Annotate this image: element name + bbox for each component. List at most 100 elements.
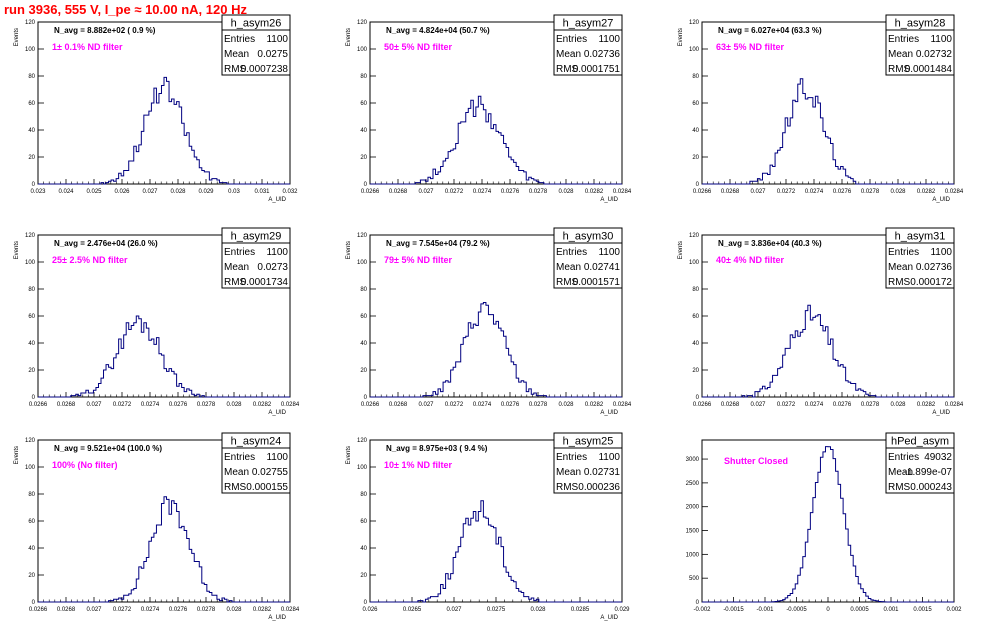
x-tick-label: -0.001 (756, 607, 774, 613)
histogram-panel-h_asym30: 0.0266 0.0268 0.027 0.0272 0.0274 0.0276 0.027… (346, 227, 632, 416)
histogram-panel-h_asym31: 0.0266 0.0268 0.027 0.0272 0.0274 0.0276 0.027… (678, 227, 964, 416)
x-tick-label: 0.0282 (917, 402, 936, 408)
y-tick-label: 0 (696, 600, 700, 606)
stats-value: 0.02736 (584, 49, 621, 60)
stats-key: Entries (224, 247, 255, 258)
x-tick-label: 0.028 (558, 402, 574, 408)
n-avg-label: N_avg = 8.882e+02 ( 0.9 %) (54, 26, 156, 35)
stats-value: 0.0007238 (241, 64, 289, 75)
stats-value: 0.000155 (246, 482, 288, 493)
x-tick-label: 0.002 (946, 607, 962, 613)
x-tick-label: 0.028 (226, 402, 242, 408)
y-tick-label: 20 (28, 155, 35, 161)
y-tick-label: 60 (28, 519, 35, 525)
y-tick-label: 100 (25, 465, 36, 471)
stats-value: 1100 (930, 247, 952, 258)
stats-key: RMS (888, 482, 911, 493)
x-tick-label: 0.0284 (945, 189, 964, 195)
histogram-panel-h_asym26: 0.023 0.024 0.025 0.026 0.027 0.028 0.029 0.03 0… (14, 14, 298, 203)
stats-key: Mean (556, 262, 581, 273)
stats-key: Mean (224, 49, 249, 60)
y-tick-label: 100 (25, 47, 36, 53)
filter-note: Shutter Closed (724, 456, 788, 466)
x-axis-label: A_UID (600, 615, 618, 621)
x-tick-label: 0.029 (198, 189, 214, 195)
histogram-panel-h_asym28: 0.0266 0.0268 0.027 0.0272 0.0274 0.0276 0.027… (678, 14, 964, 203)
x-tick-label: 0.0266 (693, 189, 712, 195)
stats-title: h_asym28 (895, 18, 946, 30)
y-tick-label: 20 (28, 368, 35, 374)
y-tick-label: 120 (25, 233, 36, 239)
stats-title: h_asym25 (563, 436, 614, 448)
y-tick-label: 40 (28, 341, 35, 347)
stats-title: h_asym27 (563, 18, 614, 30)
stats-key: Entries (556, 247, 587, 258)
x-tick-label: 0.0282 (585, 189, 604, 195)
stats-value: 0.02731 (584, 467, 621, 478)
x-axis-label: A_UID (600, 410, 618, 416)
y-tick-label: 60 (360, 519, 367, 525)
x-tick-label: 0.0274 (473, 402, 492, 408)
stats-value: 0.0001571 (573, 277, 621, 288)
x-tick-label: 0.027 (142, 189, 158, 195)
y-tick-label: 40 (360, 128, 367, 134)
y-tick-label: 100 (357, 465, 368, 471)
filter-note: 10± 1% ND filter (384, 460, 452, 470)
x-tick-label: 0.0274 (473, 189, 492, 195)
x-tick-label: 0.032 (282, 189, 298, 195)
filter-note: 50± 5% ND filter (384, 42, 452, 52)
stats-title: h_asym30 (563, 231, 614, 243)
y-tick-label: 2000 (686, 505, 700, 511)
y-axis-label: Events (14, 28, 20, 46)
y-tick-label: 40 (360, 546, 367, 552)
x-tick-label: 0.0265 (403, 607, 422, 613)
stats-value: 0.000243 (910, 482, 952, 493)
x-tick-label: 0.0278 (529, 189, 548, 195)
stats-box (553, 29, 623, 76)
histogram-line (702, 304, 954, 398)
y-tick-label: 80 (360, 492, 367, 498)
histogram-line (702, 446, 954, 603)
x-axis-label: A_UID (268, 410, 286, 416)
y-tick-label: 3000 (686, 457, 700, 463)
x-tick-label: 0.0276 (833, 189, 852, 195)
y-tick-label: 80 (28, 287, 35, 293)
stats-key: RMS (556, 277, 579, 288)
x-tick-label: 0.0015 (913, 607, 932, 613)
stats-value: 0.02755 (252, 467, 289, 478)
x-tick-label: 0.0272 (113, 402, 132, 408)
stats-value: 0.0001484 (905, 64, 953, 75)
x-tick-label: 0.0278 (197, 402, 216, 408)
filter-note: 63± 5% ND filter (716, 42, 784, 52)
x-tick-label: 0.0282 (917, 189, 936, 195)
stats-value: 1100 (266, 34, 288, 45)
y-tick-label: 20 (360, 155, 367, 161)
y-axis-label: Events (346, 28, 352, 46)
histogram-panel-h_asym24: 0.0266 0.0268 0.027 0.0272 0.0274 0.0276 0.027… (14, 432, 300, 621)
y-tick-label: 120 (689, 233, 700, 239)
y-tick-label: 40 (28, 128, 35, 134)
stats-title: hPed_asym (891, 436, 949, 448)
stats-key: Mean (556, 49, 581, 60)
x-tick-label: 0.0278 (529, 402, 548, 408)
x-tick-label: 0.0278 (861, 402, 880, 408)
n-avg-label: N_avg = 9.521e+04 (100.0 %) (54, 444, 162, 453)
histogram-line (370, 500, 622, 603)
stats-value: 1100 (266, 452, 288, 463)
x-tick-label: 0.026 (114, 189, 130, 195)
stats-value: 0.02736 (916, 262, 953, 273)
y-tick-label: 100 (25, 260, 36, 266)
stats-value: 1100 (598, 34, 620, 45)
y-tick-label: 100 (357, 260, 368, 266)
x-axis-label: A_UID (600, 197, 618, 203)
x-tick-label: 0.0266 (29, 607, 48, 613)
x-tick-label: 0.028 (170, 189, 186, 195)
x-tick-label: 0.0268 (57, 402, 76, 408)
y-tick-label: 120 (689, 20, 700, 26)
x-tick-label: 0.0284 (613, 189, 632, 195)
x-tick-label: 0.023 (30, 189, 46, 195)
x-tick-label: 0.0272 (777, 189, 796, 195)
histogram-line (370, 95, 622, 185)
x-tick-label: 0.0268 (721, 189, 740, 195)
stats-key: RMS (888, 277, 911, 288)
